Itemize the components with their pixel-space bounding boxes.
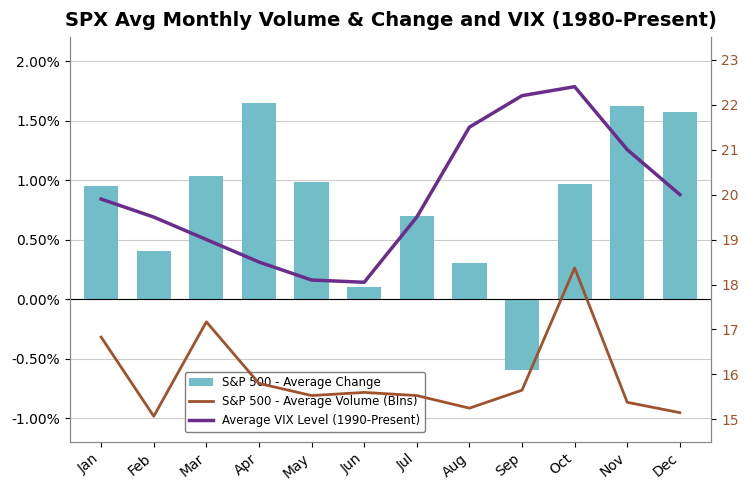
Bar	[663, 112, 697, 299]
Legend: S&P 500 - Average Change, S&P 500 - Average Volume (Blns), Average VIX Level (19: S&P 500 - Average Change, S&P 500 - Aver…	[184, 371, 425, 432]
Bar	[242, 103, 276, 299]
Bar	[557, 184, 592, 299]
Bar	[84, 186, 118, 299]
Bar	[295, 183, 328, 299]
Title: SPX Avg Monthly Volume & Change and VIX (1980-Present): SPX Avg Monthly Volume & Change and VIX …	[64, 11, 716, 30]
Bar	[347, 287, 381, 299]
Bar	[189, 177, 224, 299]
Bar	[136, 251, 171, 299]
Bar	[400, 216, 434, 299]
Bar	[452, 263, 487, 299]
Bar	[505, 299, 539, 370]
Bar	[610, 106, 644, 299]
